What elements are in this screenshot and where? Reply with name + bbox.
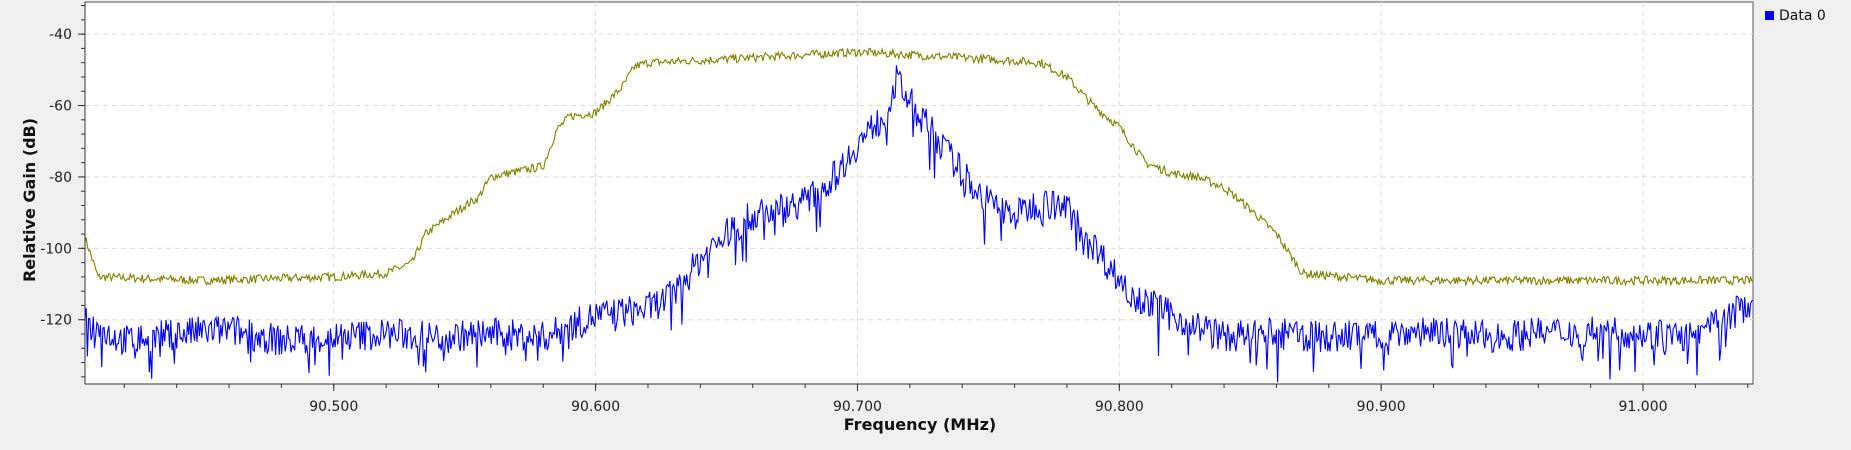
legend-swatch	[1765, 11, 1774, 20]
y-tick-label: -80	[49, 170, 72, 186]
y-tick-label: -60	[49, 99, 72, 115]
x-tick-label: 90.600	[571, 399, 620, 415]
x-tick-label: 90.700	[833, 399, 882, 415]
y-tick-label: -100	[40, 241, 72, 257]
axes: 90.500 90.600 90.700 90.800 90.900 91.000 -40 -…	[40, 2, 1753, 415]
y-tick-label: -120	[40, 313, 72, 329]
series-layer	[84, 47, 1754, 383]
x-tick-label: 90.500	[309, 399, 358, 415]
grid	[85, 2, 1753, 384]
series-reference-line	[84, 47, 1754, 287]
x-tick-label: 91.000	[1619, 399, 1668, 415]
legend-label: Data 0	[1779, 8, 1826, 24]
series-data-0-line	[84, 65, 1754, 383]
y-tick-label: -40	[49, 27, 72, 43]
x-tick-label: 90.900	[1357, 399, 1406, 415]
plot-background	[84, 1, 1754, 385]
x-axis-title: Frequency (MHz)	[844, 415, 996, 434]
legend[interactable]: Data 0	[1765, 8, 1826, 24]
y-axis-title: Relative Gain (dB)	[20, 118, 39, 282]
x-tick-label: 90.800	[1095, 399, 1144, 415]
